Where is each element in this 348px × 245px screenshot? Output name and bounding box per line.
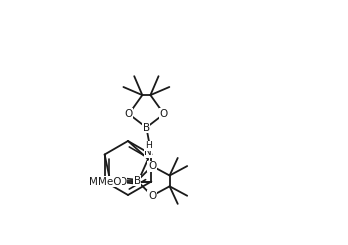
Text: O: O	[160, 109, 168, 119]
Text: MeO: MeO	[98, 176, 121, 186]
Text: H: H	[145, 141, 151, 150]
Text: B: B	[143, 122, 150, 133]
Text: O: O	[125, 109, 133, 119]
Text: O: O	[148, 191, 156, 201]
Text: O: O	[118, 176, 126, 186]
Text: MeO: MeO	[89, 176, 113, 186]
Text: N: N	[144, 147, 152, 157]
Text: B: B	[134, 176, 141, 186]
Text: O: O	[148, 161, 156, 171]
